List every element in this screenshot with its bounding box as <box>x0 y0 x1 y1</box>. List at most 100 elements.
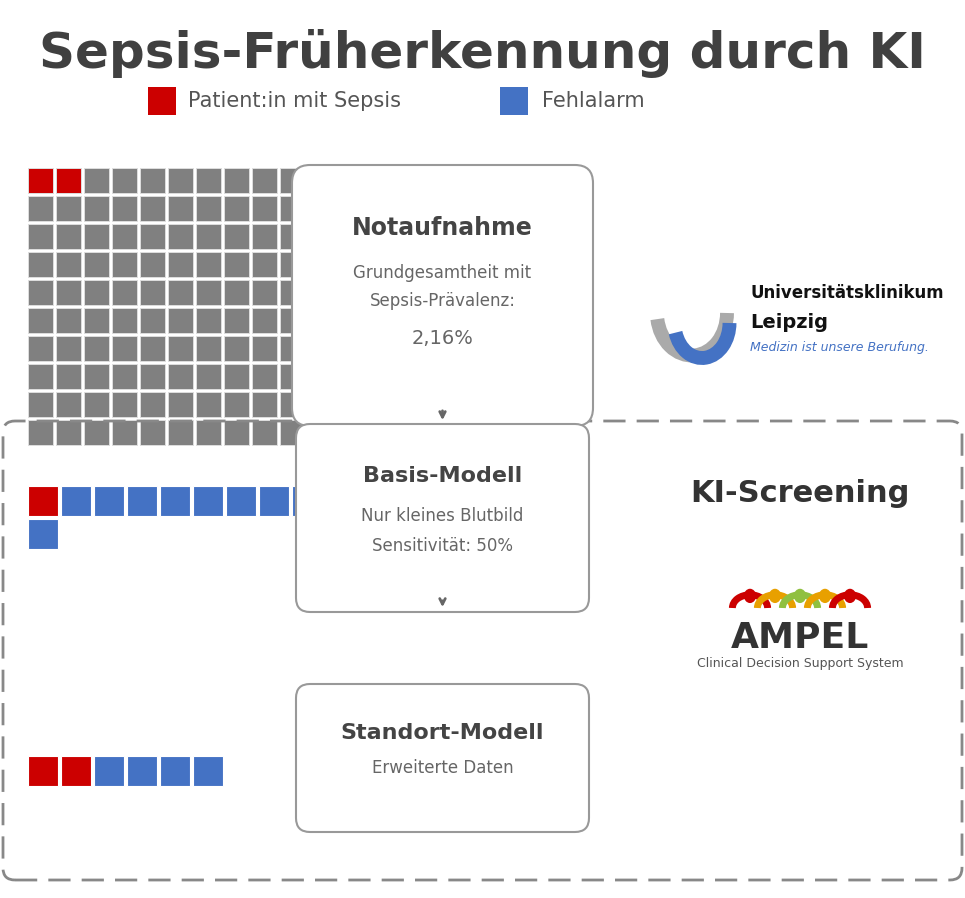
Bar <box>168 224 193 249</box>
Bar <box>160 486 190 516</box>
Bar <box>196 308 221 333</box>
Bar <box>112 308 137 333</box>
Text: Standort-Modell: Standort-Modell <box>341 723 544 743</box>
Text: AMPEL: AMPEL <box>731 621 869 655</box>
Ellipse shape <box>794 589 806 603</box>
Bar <box>224 280 249 305</box>
Bar <box>112 420 137 445</box>
Bar <box>84 252 109 277</box>
Bar <box>112 336 137 361</box>
Bar <box>112 196 137 221</box>
Bar <box>140 224 165 249</box>
Text: Grundgesamtheit mit: Grundgesamtheit mit <box>353 264 532 282</box>
Ellipse shape <box>769 589 781 603</box>
Bar <box>140 392 165 417</box>
Bar <box>196 196 221 221</box>
Ellipse shape <box>844 589 856 603</box>
Bar <box>193 486 223 516</box>
Bar <box>160 756 190 786</box>
Bar <box>28 168 53 193</box>
Bar <box>196 280 221 305</box>
Bar <box>127 756 157 786</box>
Bar <box>168 420 193 445</box>
Bar <box>56 168 81 193</box>
Bar <box>280 280 305 305</box>
Bar <box>224 420 249 445</box>
Bar <box>280 420 305 445</box>
Bar <box>280 252 305 277</box>
Bar <box>28 252 53 277</box>
Bar <box>84 308 109 333</box>
Ellipse shape <box>819 589 831 603</box>
Bar <box>224 308 249 333</box>
Bar <box>28 280 53 305</box>
Bar <box>140 280 165 305</box>
Bar <box>168 364 193 389</box>
Bar <box>28 420 53 445</box>
Bar <box>61 486 91 516</box>
Bar <box>94 756 124 786</box>
Bar <box>196 252 221 277</box>
Bar <box>56 364 81 389</box>
Bar <box>252 252 277 277</box>
Bar <box>140 308 165 333</box>
Bar <box>140 168 165 193</box>
Text: 2,16%: 2,16% <box>411 329 474 348</box>
Ellipse shape <box>744 589 756 603</box>
Text: Fehlalarm: Fehlalarm <box>542 91 645 111</box>
Bar <box>252 392 277 417</box>
Bar <box>252 336 277 361</box>
Bar <box>280 308 305 333</box>
Bar <box>28 364 53 389</box>
Bar <box>252 168 277 193</box>
Bar <box>224 252 249 277</box>
Bar <box>56 224 81 249</box>
Bar <box>28 308 53 333</box>
Bar <box>84 168 109 193</box>
Bar <box>252 224 277 249</box>
Bar <box>61 756 91 786</box>
Bar <box>196 364 221 389</box>
Bar <box>112 168 137 193</box>
Bar <box>112 364 137 389</box>
Text: Notaufnahme: Notaufnahme <box>352 216 533 240</box>
Bar <box>28 336 53 361</box>
Bar <box>140 196 165 221</box>
Bar <box>224 196 249 221</box>
Bar <box>500 87 528 115</box>
Text: Basis-Modell: Basis-Modell <box>363 466 522 486</box>
Bar <box>280 224 305 249</box>
Text: Leipzig: Leipzig <box>750 313 828 332</box>
Bar <box>280 392 305 417</box>
Bar <box>94 486 124 516</box>
Bar <box>56 336 81 361</box>
Bar <box>168 392 193 417</box>
Bar <box>259 486 289 516</box>
Bar <box>140 336 165 361</box>
Bar <box>292 486 322 516</box>
Bar <box>84 420 109 445</box>
Bar <box>168 252 193 277</box>
Text: Sepsis-Früherkennung durch KI: Sepsis-Früherkennung durch KI <box>39 29 925 77</box>
Bar <box>112 224 137 249</box>
Bar <box>224 336 249 361</box>
Bar <box>224 392 249 417</box>
Bar <box>56 392 81 417</box>
Bar <box>280 364 305 389</box>
Bar <box>196 168 221 193</box>
Bar <box>252 280 277 305</box>
Bar <box>112 252 137 277</box>
Bar <box>168 308 193 333</box>
Bar <box>196 420 221 445</box>
Bar <box>84 336 109 361</box>
Bar <box>56 196 81 221</box>
Bar <box>168 280 193 305</box>
Bar <box>252 308 277 333</box>
Text: Erweiterte Daten: Erweiterte Daten <box>372 759 513 777</box>
Bar <box>168 196 193 221</box>
Bar <box>148 87 176 115</box>
Bar <box>84 364 109 389</box>
Bar <box>112 280 137 305</box>
Bar <box>325 486 355 516</box>
Text: Sepsis-Prävalenz:: Sepsis-Prävalenz: <box>370 292 515 310</box>
